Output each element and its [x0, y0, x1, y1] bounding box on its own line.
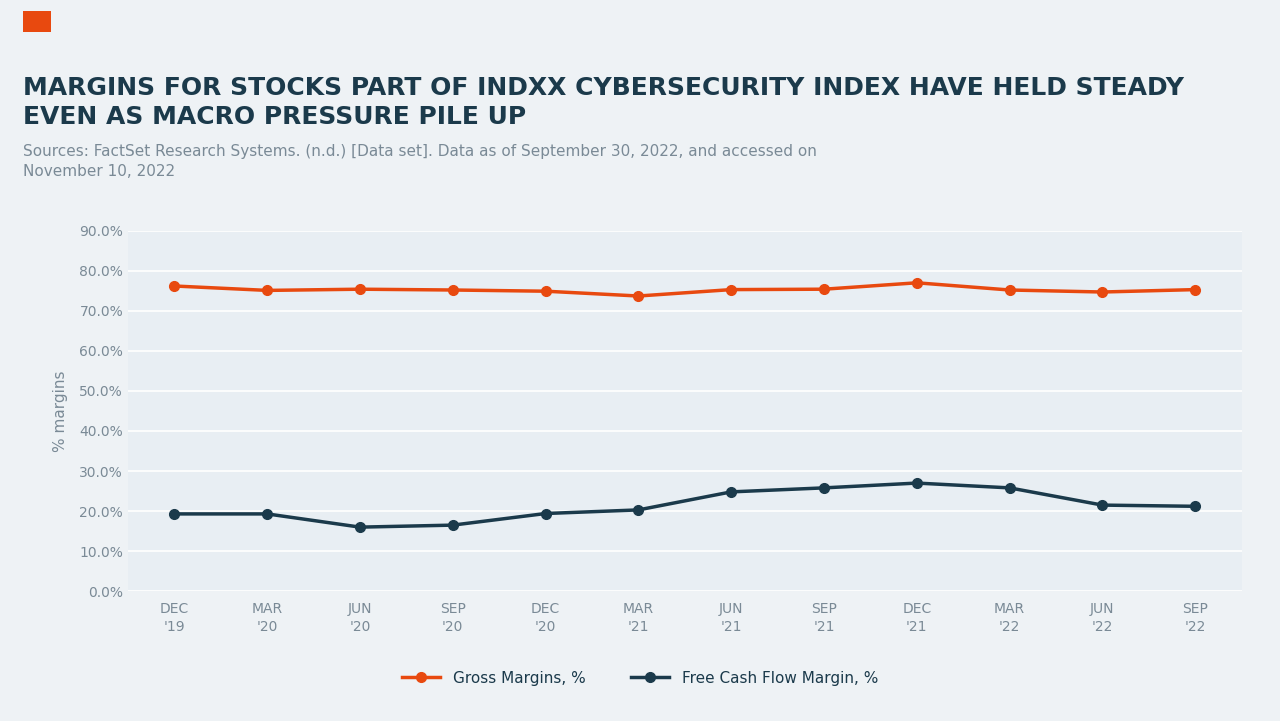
Y-axis label: % margins: % margins: [54, 370, 68, 452]
Text: Sources: FactSet Research Systems. (n.d.) [Data set]. Data as of September 30, 2: Sources: FactSet Research Systems. (n.d.…: [23, 144, 817, 179]
Legend: Gross Margins, %, Free Cash Flow Margin, %: Gross Margins, %, Free Cash Flow Margin,…: [396, 665, 884, 691]
Text: MARGINS FOR STOCKS PART OF INDXX CYBERSECURITY INDEX HAVE HELD STEADY
EVEN AS MA: MARGINS FOR STOCKS PART OF INDXX CYBERSE…: [23, 76, 1184, 129]
